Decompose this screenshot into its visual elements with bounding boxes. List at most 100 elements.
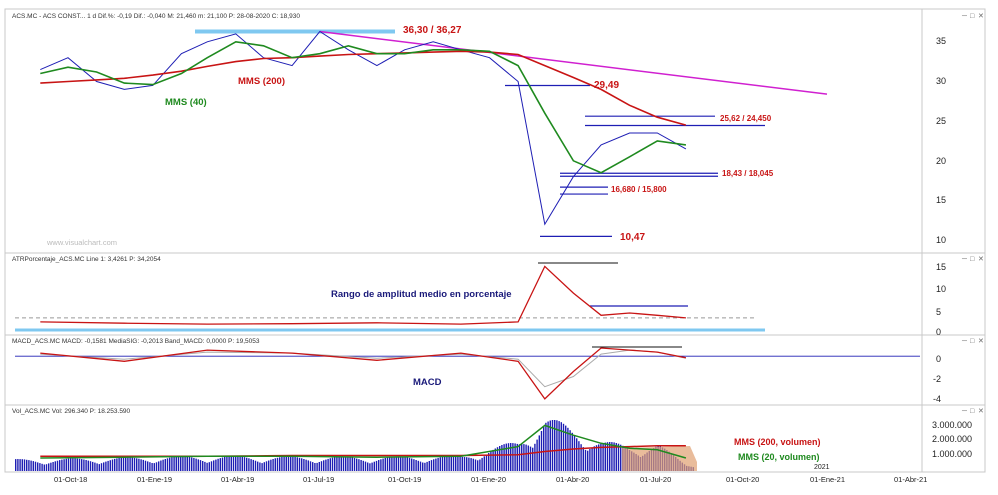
volume-bar xyxy=(98,464,100,471)
volume-bar xyxy=(85,460,87,471)
volume-bar xyxy=(446,456,448,471)
xaxis-label: 01-Oct-18 xyxy=(54,475,87,484)
atr-ytick: 0 xyxy=(936,327,941,337)
volume-bar xyxy=(523,444,525,471)
volume-bar xyxy=(512,443,514,471)
volume-bar xyxy=(404,456,406,471)
volume-bar xyxy=(56,460,59,471)
volume-bar xyxy=(78,458,81,471)
price-panel-frame[interactable] xyxy=(4,8,923,254)
mms40-label: MMS (40) xyxy=(165,97,207,108)
volume-bar xyxy=(503,444,505,471)
volume-bar xyxy=(521,444,523,471)
volume-close-button[interactable]: ✕ xyxy=(978,408,984,415)
volume-bar xyxy=(516,443,518,471)
volume-bar xyxy=(591,447,593,471)
volume-bar xyxy=(455,455,457,471)
volume-bar xyxy=(499,446,501,471)
volume-bar xyxy=(261,463,263,471)
price-close-button[interactable]: ✕ xyxy=(978,13,984,20)
volume-bar xyxy=(136,458,138,471)
volume-bar xyxy=(569,430,571,471)
atr-panel-frame[interactable] xyxy=(4,252,923,336)
volume-bar xyxy=(204,461,206,471)
atr-maximize-button[interactable]: □ xyxy=(970,256,975,263)
volume-bar xyxy=(534,443,536,471)
volume-bar xyxy=(195,458,197,471)
volume-bar xyxy=(270,459,272,471)
volume-bar xyxy=(285,456,287,471)
mms40-line xyxy=(40,40,687,174)
volume-bar xyxy=(41,463,43,471)
volume-bar xyxy=(413,459,415,471)
volume-bar xyxy=(248,458,250,471)
volume-bar xyxy=(34,461,37,471)
volume-bar xyxy=(505,443,507,471)
volume-minimize-button[interactable]: ─ xyxy=(961,408,967,415)
price-ytick: 25 xyxy=(936,116,946,126)
macd-axis-frame xyxy=(921,334,986,406)
volume-bar xyxy=(369,463,371,471)
atr-minimize-button[interactable]: ─ xyxy=(961,256,967,263)
volume-bar xyxy=(61,459,63,471)
volume-bar xyxy=(188,457,191,471)
volume-bar xyxy=(65,458,67,471)
volume-bar xyxy=(151,463,153,471)
macd-minimize-button[interactable]: ─ xyxy=(961,338,967,345)
volume-bar xyxy=(72,458,74,471)
volume-bar xyxy=(386,457,389,471)
volume-bar xyxy=(263,462,265,471)
volume-bar xyxy=(105,461,107,471)
atr-marks xyxy=(15,262,765,332)
volume-bar xyxy=(334,457,336,471)
volume-bar xyxy=(296,457,298,471)
volume-bar xyxy=(580,444,582,471)
volume-bar xyxy=(70,458,72,471)
volume-bar xyxy=(158,461,160,471)
volume-bar xyxy=(197,459,199,471)
volume-bar xyxy=(19,459,21,471)
volume-bar xyxy=(241,456,243,471)
volume-bar xyxy=(303,459,305,471)
macd-panel-frame[interactable] xyxy=(4,334,923,406)
volume-bar xyxy=(400,456,402,471)
volume-lines xyxy=(40,424,697,471)
price-minimize-button[interactable]: ─ xyxy=(961,13,967,20)
volume-bar xyxy=(213,460,215,471)
volume-bar xyxy=(342,456,345,471)
volume-bar xyxy=(331,457,334,471)
volume-bar xyxy=(536,439,538,471)
volume-bar xyxy=(226,456,228,471)
volume-bar xyxy=(279,457,281,471)
volume-bar xyxy=(232,455,235,471)
atr-close-button[interactable]: ✕ xyxy=(978,256,984,263)
macd-close-button[interactable]: ✕ xyxy=(978,338,984,345)
volume-bar xyxy=(483,456,485,471)
volume-bar xyxy=(307,460,309,471)
volume-bar xyxy=(408,457,411,471)
volume-bar xyxy=(63,459,65,471)
macd-maximize-button[interactable]: □ xyxy=(970,338,975,345)
price-marks xyxy=(40,29,828,237)
xaxis-year: 2021 xyxy=(814,464,830,471)
atr-ytick: 5 xyxy=(936,307,941,317)
volume-bar xyxy=(444,456,446,471)
volume-bar xyxy=(452,455,455,471)
volume-bar xyxy=(81,459,83,471)
volume-bar xyxy=(441,456,444,471)
volume-bar xyxy=(120,457,122,471)
volume-panel-frame[interactable] xyxy=(4,404,923,473)
volume-maximize-button[interactable]: □ xyxy=(970,408,975,415)
volume-ytick: 1.000.000 xyxy=(932,449,972,459)
volume-bar xyxy=(426,461,428,471)
price-maximize-button[interactable]: □ xyxy=(970,13,975,20)
annotation-trend-level: 29,49 xyxy=(594,80,619,91)
volume-bar xyxy=(39,463,41,471)
vol20-label: MMS (20, volumen) xyxy=(738,452,820,462)
price-header: ACS.MC - ACS CONST... 1 d Dif.%: -0,19 D… xyxy=(12,13,300,20)
volume-bar xyxy=(492,449,494,471)
volume-bar xyxy=(26,459,28,471)
volume-bar xyxy=(268,460,270,471)
volume-bar xyxy=(353,458,356,471)
volume-bar xyxy=(525,444,527,471)
